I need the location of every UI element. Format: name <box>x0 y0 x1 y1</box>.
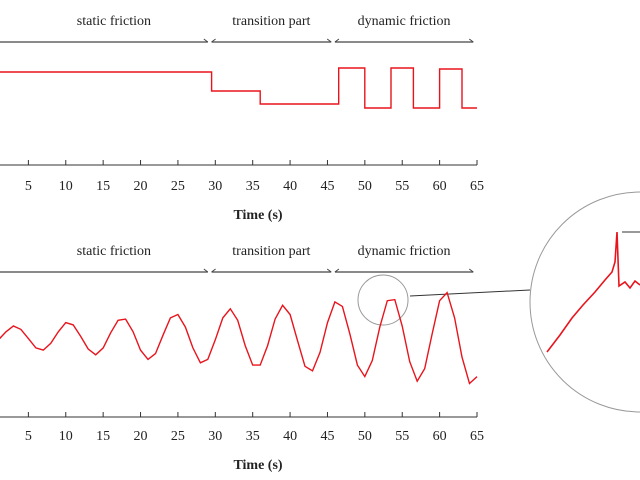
x-tick-label: 60 <box>433 179 447 194</box>
x-tick-label: 50 <box>358 179 372 194</box>
span-label: dynamic friction <box>358 14 451 29</box>
x-tick-label: 50 <box>358 429 372 444</box>
panel: 5 10 15 20 25 30 35 40 45 50 55 60 65 Time (s) static … <box>0 14 484 223</box>
x-axis-title: Time (s) <box>233 458 282 473</box>
span-label: transition part <box>232 244 310 259</box>
span-end <box>326 268 332 273</box>
x-tick-label: 35 <box>246 429 260 444</box>
x-tick-label: 10 <box>59 429 73 444</box>
span-label: dynamic friction <box>358 244 451 259</box>
zoom-curve <box>546 231 640 353</box>
x-tick-label: 65 <box>470 179 484 194</box>
x-tick-label: 20 <box>134 179 148 194</box>
x-tick-label: 5 <box>25 179 32 194</box>
zoom-inset <box>357 191 640 413</box>
x-tick-label: 55 <box>395 179 409 194</box>
x-tick-label: 20 <box>134 429 148 444</box>
span-end <box>468 38 474 43</box>
x-tick-label: 35 <box>246 179 260 194</box>
span-end <box>203 38 209 43</box>
zoom-connector <box>409 289 531 297</box>
x-tick-label: 25 <box>171 179 185 194</box>
span-end <box>468 268 474 273</box>
panel: 5 10 15 20 25 30 35 40 45 50 55 60 65 Time (s) static … <box>0 244 484 473</box>
signal-line <box>0 291 478 385</box>
x-tick-label: 45 <box>320 429 334 444</box>
x-tick-label: 40 <box>283 179 297 194</box>
x-tick-label: 45 <box>320 179 334 194</box>
x-tick-label: 30 <box>208 179 222 194</box>
span-start <box>334 268 340 273</box>
x-tick-label: 10 <box>59 179 73 194</box>
span-label: static friction <box>77 244 151 259</box>
x-axis-title: Time (s) <box>233 208 282 223</box>
span-label: transition part <box>232 14 310 29</box>
signal-line <box>0 67 477 109</box>
x-tick-label: 25 <box>171 429 185 444</box>
span-end <box>203 268 209 273</box>
x-tick-label: 40 <box>283 429 297 444</box>
x-tick-label: 30 <box>208 429 222 444</box>
x-tick-label: 15 <box>96 179 110 194</box>
span-start <box>334 38 340 43</box>
x-tick-label: 65 <box>470 429 484 444</box>
span-end <box>326 38 332 43</box>
span-start <box>211 38 216 43</box>
x-tick-label: 60 <box>433 429 447 444</box>
x-tick-label: 5 <box>25 429 32 444</box>
span-start <box>211 268 216 273</box>
x-tick-label: 15 <box>96 429 110 444</box>
span-label: static friction <box>77 14 151 29</box>
x-tick-label: 55 <box>395 429 409 444</box>
zoom-source <box>357 274 409 326</box>
